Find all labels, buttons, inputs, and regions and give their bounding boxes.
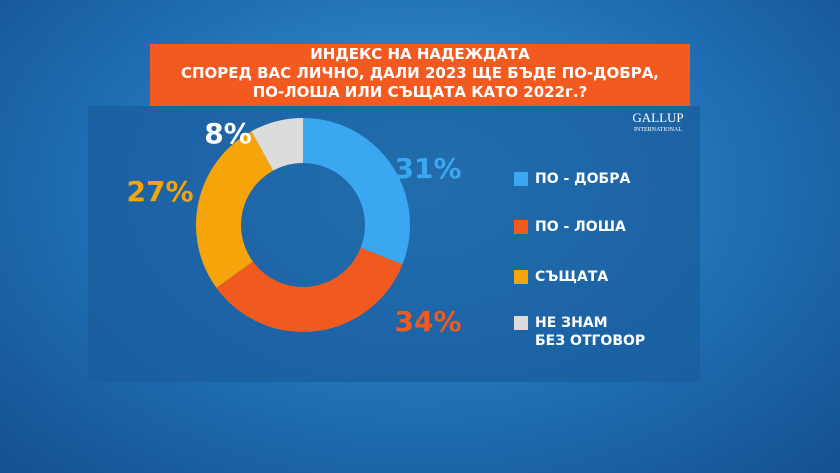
value-label: 31% [394, 152, 461, 185]
chart-title: ИНДЕКС НА НАДЕЖДАТА [310, 45, 530, 63]
logo-sub: INTERNATIONAL [634, 127, 682, 133]
legend-label: СЪЩАТА [535, 269, 609, 285]
value-label: 27% [126, 175, 193, 208]
legend-label: НЕ ЗНАМ БЕЗ ОТГОВОР [535, 315, 646, 349]
logo-name: GALLUP [632, 110, 683, 125]
title-box [150, 44, 690, 106]
legend-swatch [514, 172, 528, 186]
legend-swatch [514, 220, 528, 234]
value-label: 34% [394, 305, 461, 338]
donut-slice [196, 131, 274, 288]
donut-slice [303, 118, 410, 265]
legend-label: ПО - ДОБРА [535, 171, 631, 187]
value-label: 8% [204, 117, 252, 150]
donut-slice [216, 247, 403, 332]
chart-subtitle: СПОРЕД ВАС ЛИЧНО, ДАЛИ 2023 ЩЕ БЪДЕ ПО-Д… [181, 64, 659, 82]
legend-swatch [514, 316, 528, 330]
legend-swatch [514, 270, 528, 284]
donut-slice [251, 118, 303, 171]
legend-label: ПО - ЛОША [535, 219, 626, 235]
chart-subtitle: ПО-ЛОША ИЛИ СЪЩАТА КАТО 2022г.? [253, 83, 588, 101]
